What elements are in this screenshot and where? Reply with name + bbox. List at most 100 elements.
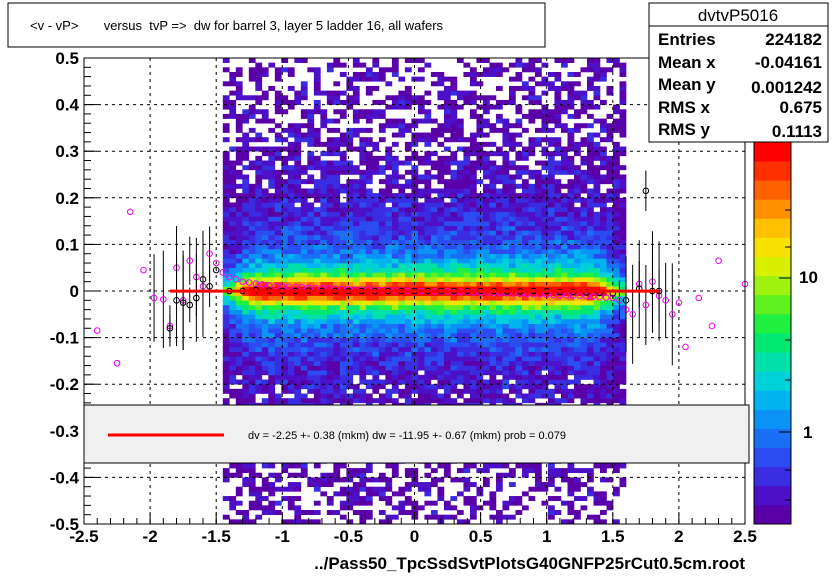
- heatmap-cell: [554, 165, 562, 171]
- heatmap-cell: [248, 463, 256, 469]
- heatmap-cell: [281, 221, 289, 227]
- heatmap-cell: [437, 132, 445, 138]
- heatmap-cell: [307, 67, 315, 73]
- heatmap-cell: [398, 505, 406, 511]
- heatmap-cell: [528, 342, 536, 348]
- heatmap-cell: [521, 81, 529, 87]
- heatmap-cell: [326, 500, 334, 506]
- heatmap-cell: [398, 346, 406, 352]
- heatmap-cell: [268, 179, 276, 185]
- x-tick-label: -1: [275, 527, 290, 546]
- heatmap-cell: [281, 277, 289, 282]
- heatmap-cell: [346, 496, 354, 501]
- heatmap-cell: [300, 244, 308, 250]
- heatmap-cell: [222, 202, 230, 208]
- heatmap-cell: [587, 472, 594, 478]
- heatmap-cell: [300, 337, 308, 343]
- heatmap-cell: [450, 318, 458, 324]
- profile-point-magenta: [113, 359, 121, 367]
- heatmap-cell: [313, 482, 321, 488]
- heatmap-cell: [560, 58, 568, 63]
- heatmap-cell: [430, 235, 438, 241]
- heatmap-cell: [528, 249, 536, 255]
- heatmap-cell: [398, 286, 406, 292]
- heatmap-cell: [456, 337, 464, 343]
- heatmap-cell: [528, 235, 536, 241]
- heatmap-cell: [430, 151, 438, 157]
- heatmap-cell: [580, 225, 588, 231]
- heatmap-cell: [613, 207, 620, 213]
- heatmap-cell: [593, 365, 601, 371]
- heatmap-cell: [528, 109, 536, 115]
- heatmap-cell: [235, 123, 243, 129]
- heatmap-cell: [222, 328, 230, 334]
- heatmap-cell: [417, 398, 425, 404]
- heatmap-cell: [469, 225, 477, 231]
- heatmap-cell: [242, 370, 250, 376]
- heatmap-cell: [287, 104, 295, 110]
- heatmap-cell: [443, 393, 451, 399]
- heatmap-cell: [469, 500, 477, 506]
- heatmap-cell: [326, 304, 334, 310]
- heatmap-cell: [261, 286, 269, 292]
- heatmap-cell: [567, 365, 575, 371]
- heatmap-cell: [307, 141, 315, 147]
- heatmap-cell: [469, 179, 477, 185]
- heatmap-cell: [502, 272, 510, 278]
- heatmap-cell: [385, 211, 393, 217]
- heatmap-cell: [248, 67, 256, 73]
- heatmap-cell: [255, 323, 263, 329]
- heatmap-cell: [242, 188, 250, 194]
- heatmap-cell: [482, 221, 490, 227]
- heatmap-cell: [573, 141, 581, 147]
- heatmap-cell: [554, 286, 562, 292]
- heatmap-cell: [482, 151, 490, 157]
- heatmap-cell: [326, 374, 334, 380]
- heatmap-cell: [391, 197, 399, 203]
- heatmap-cell: [554, 123, 562, 129]
- heatmap-cell: [352, 295, 360, 301]
- heatmap-cell: [398, 370, 406, 376]
- heatmap-cell: [248, 291, 256, 296]
- heatmap-cell: [606, 356, 614, 362]
- heatmap-cell: [424, 151, 432, 157]
- heatmap-cell: [560, 123, 568, 129]
- heatmap-cell: [560, 519, 568, 525]
- heatmap-cell: [300, 249, 308, 255]
- heatmap-cell: [495, 193, 503, 199]
- heatmap-cell: [261, 188, 269, 194]
- heatmap-cell: [528, 253, 536, 259]
- heatmap-cell: [255, 85, 263, 91]
- heatmap-cell: [222, 230, 230, 236]
- heatmap-cell: [437, 193, 445, 199]
- profile-point-magenta: [232, 276, 240, 283]
- heatmap-cell: [235, 258, 243, 264]
- heatmap-cell: [508, 277, 516, 282]
- profile-point-magenta: [596, 293, 603, 301]
- heatmap-cell: [398, 281, 406, 287]
- heatmap-cell: [456, 179, 464, 185]
- heatmap-cell: [547, 179, 555, 185]
- heatmap-cell: [554, 384, 562, 390]
- heatmap-cell: [489, 398, 497, 404]
- heatmap-cell: [560, 281, 568, 287]
- heatmap-cell: [313, 71, 321, 77]
- heatmap-cell: [320, 258, 328, 264]
- heatmap-cell: [593, 230, 601, 236]
- heatmap-cell: [359, 281, 367, 287]
- heatmap-cell: [619, 263, 627, 268]
- heatmap-cell: [424, 249, 432, 255]
- heatmap-cell: [333, 137, 341, 143]
- heatmap-cell: [287, 482, 295, 488]
- heatmap-cell: [242, 193, 250, 199]
- heatmap-cell: [593, 85, 601, 91]
- heatmap-cell: [307, 160, 315, 166]
- heatmap-cell: [567, 286, 575, 292]
- heatmap-cell: [495, 169, 503, 175]
- heatmap-cell: [339, 239, 347, 245]
- heatmap-cell: [515, 277, 523, 282]
- heatmap-cell: [476, 388, 484, 394]
- heatmap-cell: [502, 244, 510, 250]
- heatmap-cell: [417, 239, 425, 245]
- heatmap-cell: [417, 104, 425, 110]
